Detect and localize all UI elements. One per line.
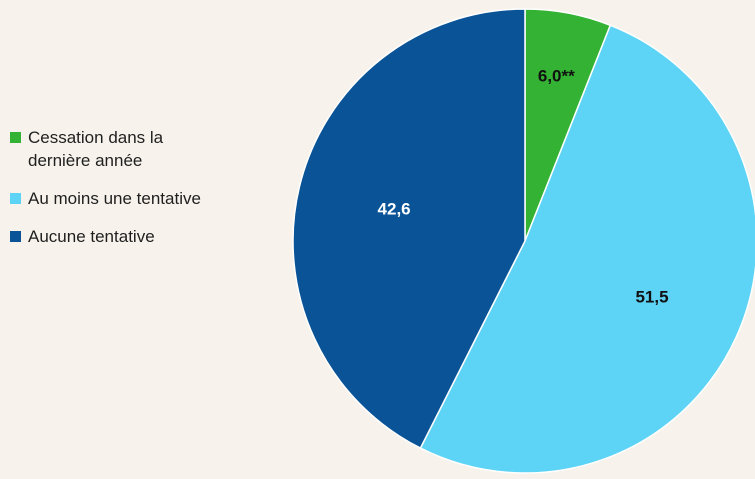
legend-item-aucune: Aucune tentative bbox=[10, 225, 220, 248]
data-label-cessation: 6,0** bbox=[538, 66, 575, 85]
legend-swatch-cessation bbox=[10, 132, 21, 143]
legend-item-tentative: Au moins une tentative bbox=[10, 187, 220, 210]
legend-label-tentative: Au moins une tentative bbox=[28, 189, 201, 208]
legend-swatch-aucune bbox=[10, 231, 21, 242]
legend-label-aucune: Aucune tentative bbox=[28, 227, 155, 246]
pie-slice-aucune bbox=[292, 8, 526, 450]
legend-item-cessation: Cessation dans la dernière année bbox=[10, 126, 220, 172]
data-label-aucune: 42,6 bbox=[378, 199, 411, 218]
legend-swatch-tentative bbox=[10, 193, 21, 204]
legend: Cessation dans la dernière année Au moin… bbox=[10, 126, 220, 263]
legend-label-cessation: Cessation dans la dernière année bbox=[28, 128, 164, 170]
pie-slice-tentative bbox=[419, 24, 755, 474]
data-label-tentative: 51,5 bbox=[635, 287, 668, 306]
